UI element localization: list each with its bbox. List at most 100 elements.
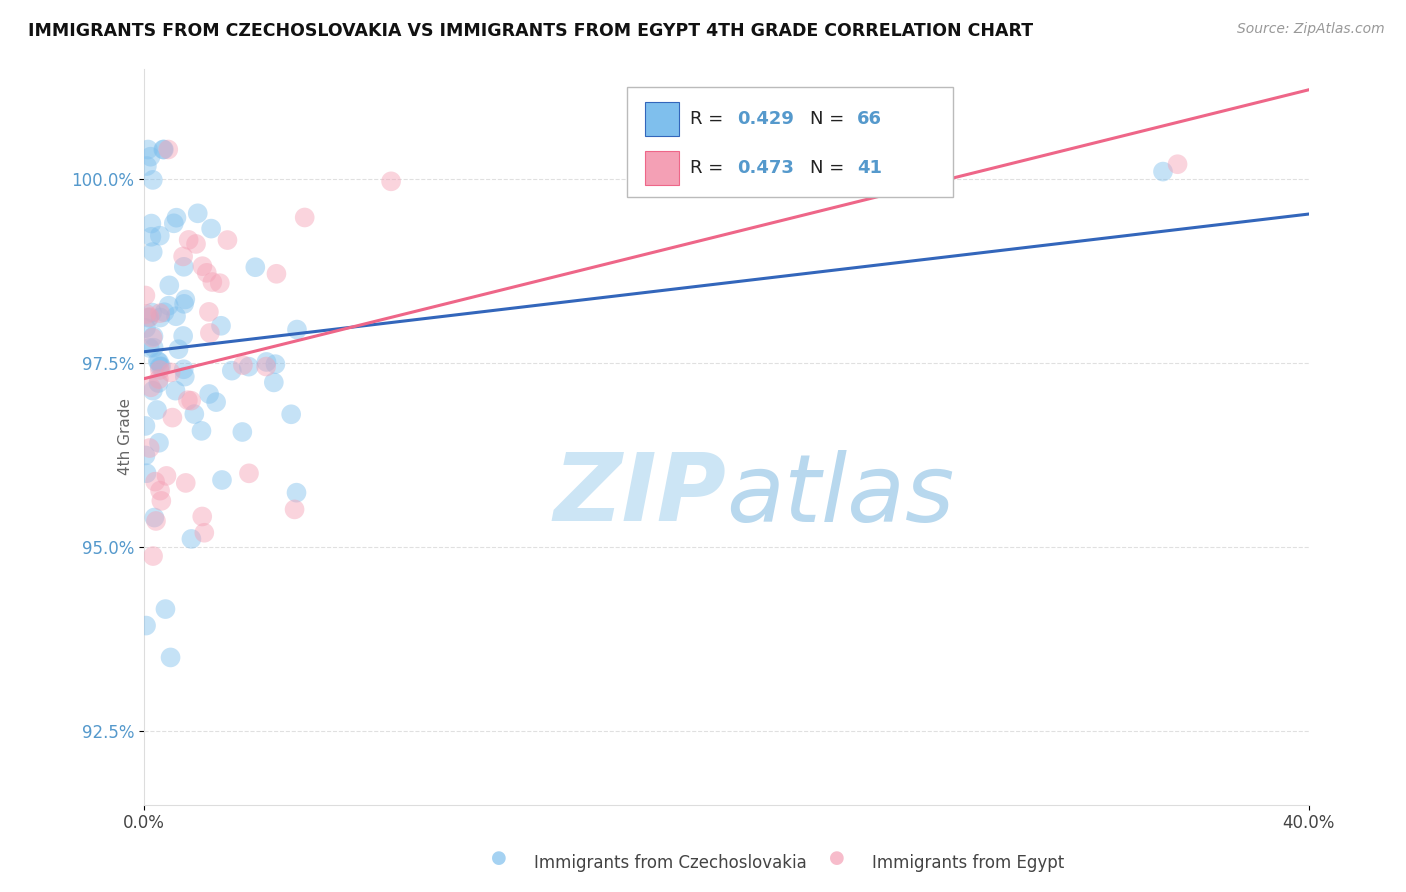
Point bbox=[165, 310, 187, 324]
Point bbox=[162, 410, 184, 425]
Text: R =: R = bbox=[690, 159, 730, 177]
Point bbox=[183, 407, 205, 421]
Point bbox=[263, 376, 285, 390]
Point bbox=[284, 502, 307, 516]
Point bbox=[180, 532, 202, 546]
Point bbox=[138, 441, 160, 455]
Point bbox=[141, 217, 163, 231]
Text: Immigrants from Egypt: Immigrants from Egypt bbox=[872, 855, 1064, 872]
Point bbox=[135, 159, 157, 173]
Point bbox=[134, 418, 156, 433]
Point bbox=[135, 466, 157, 480]
Point bbox=[163, 216, 186, 230]
Text: 66: 66 bbox=[856, 110, 882, 128]
Point bbox=[149, 363, 172, 377]
Point bbox=[138, 310, 160, 324]
Point bbox=[135, 618, 157, 632]
Point bbox=[142, 331, 165, 345]
Point bbox=[172, 329, 194, 343]
Point bbox=[148, 376, 170, 390]
Point bbox=[141, 305, 163, 319]
FancyBboxPatch shape bbox=[627, 87, 953, 197]
Text: Immigrants from Czechoslovakia: Immigrants from Czechoslovakia bbox=[534, 855, 807, 872]
Point bbox=[134, 449, 156, 463]
Point bbox=[146, 354, 169, 368]
Point bbox=[150, 359, 173, 374]
Text: atlas: atlas bbox=[727, 450, 955, 541]
Point bbox=[173, 260, 195, 274]
Point bbox=[142, 329, 165, 343]
Point bbox=[145, 514, 167, 528]
Point bbox=[142, 384, 165, 398]
Point bbox=[209, 318, 232, 333]
Point bbox=[198, 326, 221, 340]
Point bbox=[148, 372, 170, 386]
Point bbox=[141, 229, 163, 244]
Point bbox=[280, 407, 302, 421]
Point bbox=[217, 233, 239, 247]
Point bbox=[142, 341, 165, 355]
Point bbox=[285, 322, 308, 336]
Point bbox=[138, 310, 160, 325]
Point bbox=[172, 249, 194, 263]
Point bbox=[138, 341, 160, 355]
Point bbox=[1167, 157, 1189, 171]
Text: ●: ● bbox=[828, 849, 845, 867]
Point bbox=[157, 143, 180, 157]
Point bbox=[198, 305, 221, 319]
Point bbox=[157, 299, 180, 313]
Point bbox=[142, 173, 165, 187]
Point bbox=[143, 475, 166, 489]
Point bbox=[211, 473, 233, 487]
Point bbox=[208, 276, 231, 290]
Point bbox=[149, 306, 172, 320]
Point bbox=[149, 483, 172, 498]
Point bbox=[380, 174, 402, 188]
Point bbox=[285, 485, 308, 500]
Point bbox=[155, 469, 177, 483]
Point bbox=[1152, 164, 1174, 178]
Text: N =: N = bbox=[810, 159, 851, 177]
Point bbox=[153, 305, 176, 319]
Text: R =: R = bbox=[690, 110, 730, 128]
Text: Source: ZipAtlas.com: Source: ZipAtlas.com bbox=[1237, 22, 1385, 37]
Point bbox=[143, 510, 166, 524]
Point bbox=[294, 211, 316, 225]
Point bbox=[184, 236, 207, 251]
Point bbox=[205, 395, 228, 409]
Text: ZIP: ZIP bbox=[554, 450, 727, 541]
Point bbox=[191, 259, 214, 273]
Point bbox=[198, 387, 221, 401]
Point bbox=[136, 143, 159, 157]
Point bbox=[148, 435, 170, 450]
Point bbox=[167, 342, 190, 356]
Point bbox=[173, 297, 195, 311]
Point bbox=[231, 425, 253, 439]
Point bbox=[177, 393, 200, 408]
Y-axis label: 4th Grade: 4th Grade bbox=[118, 398, 132, 475]
Text: N =: N = bbox=[810, 110, 851, 128]
Text: 0.429: 0.429 bbox=[737, 110, 793, 128]
Point bbox=[174, 475, 197, 490]
Point bbox=[135, 307, 157, 321]
Point bbox=[254, 359, 277, 374]
Point bbox=[157, 278, 180, 293]
Point bbox=[142, 245, 165, 260]
Point bbox=[139, 380, 162, 394]
Point bbox=[149, 310, 172, 325]
Point bbox=[159, 650, 181, 665]
Point bbox=[266, 267, 288, 281]
Point bbox=[264, 357, 287, 371]
Text: 0.473: 0.473 bbox=[737, 159, 793, 177]
Point bbox=[238, 359, 260, 374]
Point bbox=[142, 549, 165, 563]
Point bbox=[139, 150, 162, 164]
Point bbox=[153, 143, 176, 157]
Text: ●: ● bbox=[491, 849, 508, 867]
Point bbox=[165, 211, 187, 225]
FancyBboxPatch shape bbox=[645, 102, 679, 136]
Point bbox=[180, 393, 202, 408]
Point bbox=[159, 365, 181, 379]
Point bbox=[173, 369, 195, 384]
Point bbox=[135, 321, 157, 335]
